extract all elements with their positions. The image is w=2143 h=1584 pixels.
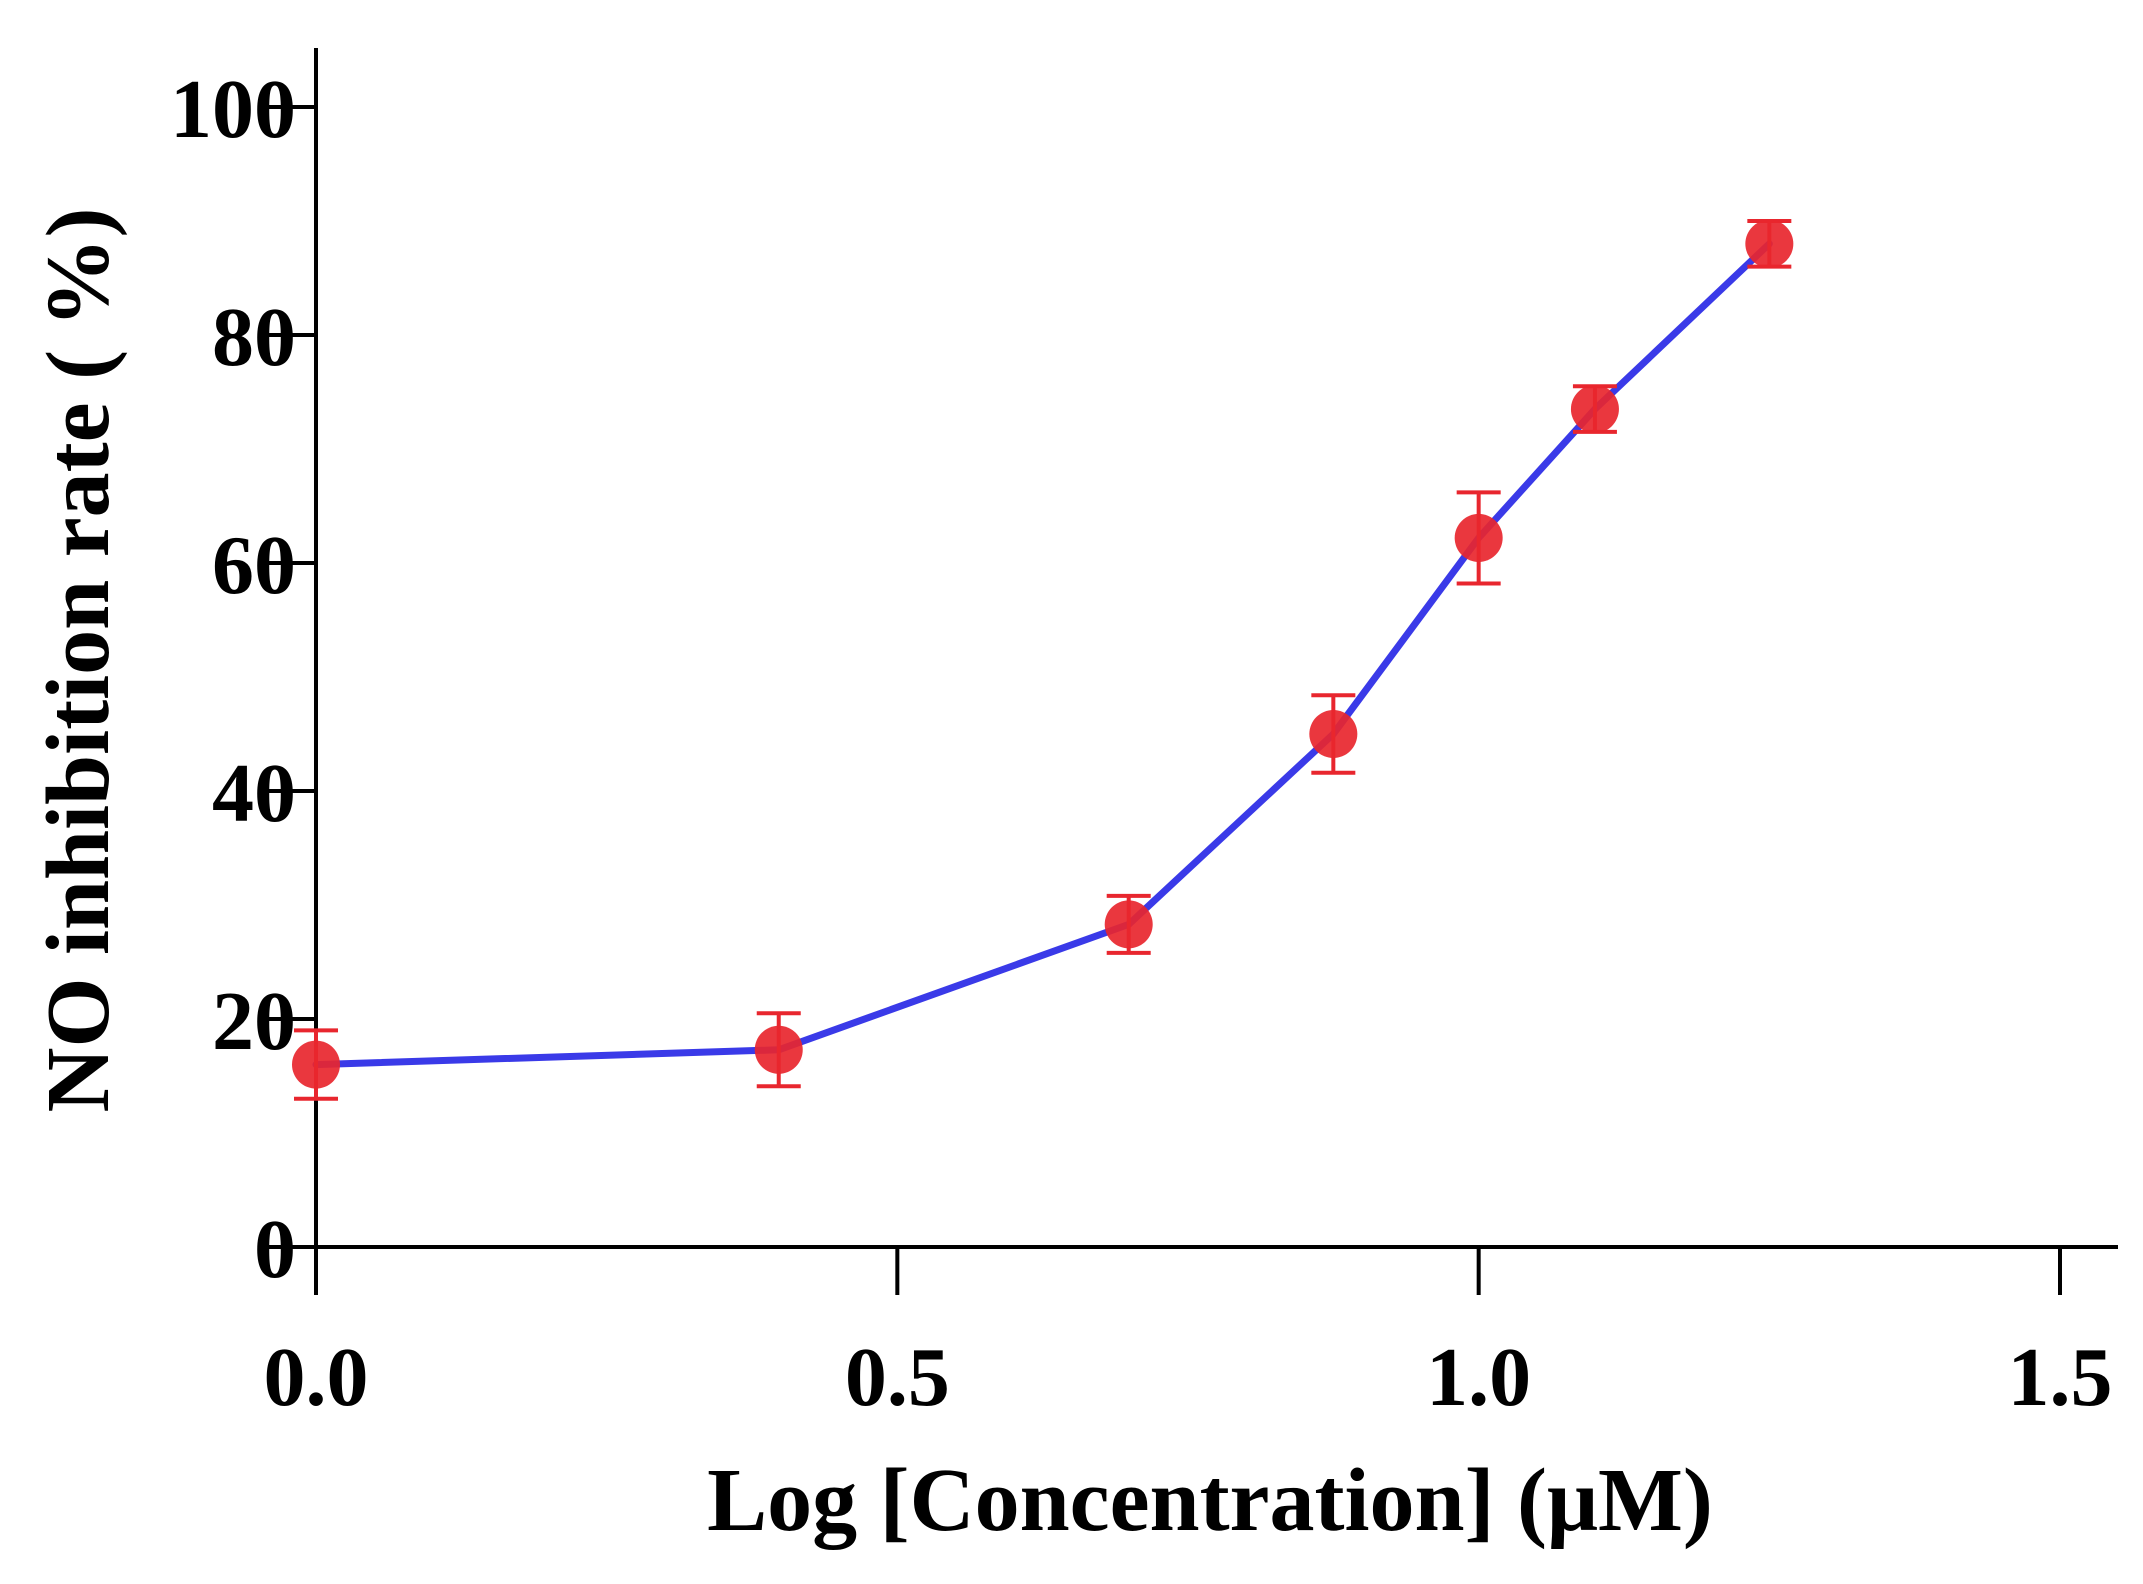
data-marker xyxy=(1454,513,1503,562)
y-tick-label: 80 xyxy=(212,291,296,384)
data-marker xyxy=(1104,900,1153,949)
ticks xyxy=(268,105,2062,1295)
data-marker xyxy=(292,1040,340,1089)
x-tick-label: 0.0 xyxy=(264,1331,369,1424)
data-marker xyxy=(1309,710,1358,758)
data-marker xyxy=(754,1025,803,1074)
series-line xyxy=(312,240,1773,1069)
axes xyxy=(314,48,2118,1295)
data-point xyxy=(1570,384,1619,434)
tick-labels: 0.0 0.5 1.0 1.5 0 20 40 60 80 100 xyxy=(170,63,2113,1424)
y-tick-label: 20 xyxy=(212,975,296,1068)
data-point xyxy=(292,1028,340,1101)
x-tick-label: 0.5 xyxy=(845,1331,950,1424)
data-point xyxy=(1309,693,1358,775)
y-axis-title: NO inhibition rate ( %) xyxy=(29,207,128,1112)
x-tick-label: 1.0 xyxy=(1426,1331,1531,1424)
y-tick-label: 60 xyxy=(212,519,296,612)
x-tick-label: 1.5 xyxy=(2008,1331,2113,1424)
data-marker xyxy=(1570,385,1619,434)
x-axis-title: Log [Concentration] (μM) xyxy=(707,1451,1713,1550)
data-point xyxy=(1454,490,1503,586)
series-layer xyxy=(292,219,1794,1101)
y-tick-label: 100 xyxy=(170,63,296,156)
y-tick-label: 40 xyxy=(212,747,296,840)
data-point xyxy=(1745,219,1794,269)
data-marker xyxy=(1745,219,1794,268)
data-point xyxy=(754,1011,803,1089)
y-tick-label: 0 xyxy=(254,1203,296,1296)
data-point xyxy=(1104,893,1153,955)
